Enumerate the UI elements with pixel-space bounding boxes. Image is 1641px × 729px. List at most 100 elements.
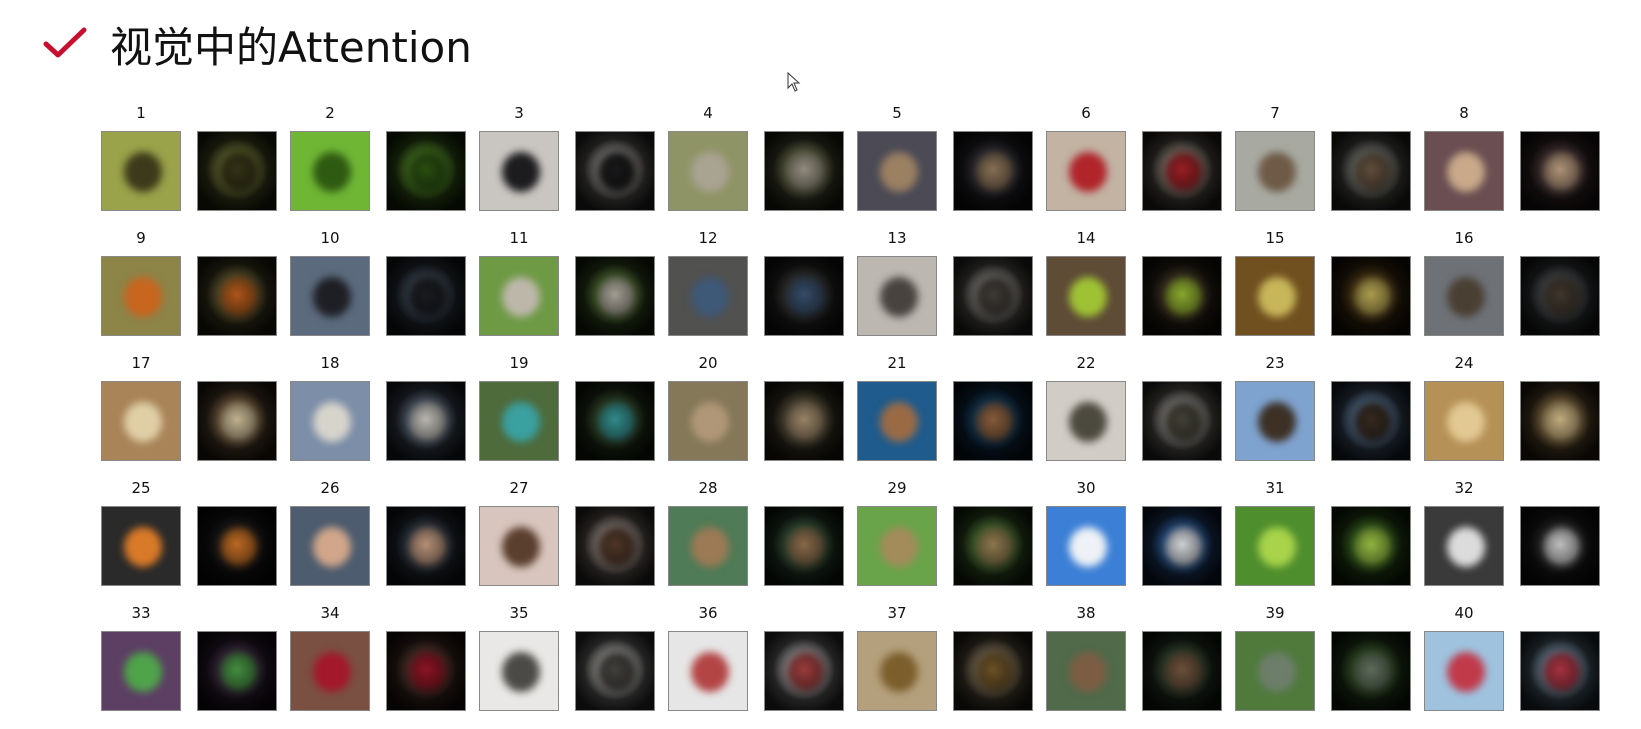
image-pair: 40 (1424, 604, 1600, 729)
original-image (1235, 256, 1315, 336)
attention-map-image (953, 506, 1033, 586)
attention-mask (1521, 382, 1599, 460)
attention-map-image (953, 631, 1033, 711)
image-pair: 3 (479, 104, 655, 229)
attention-mask (198, 632, 276, 710)
attention-mask (954, 632, 1032, 710)
attention-mask (1143, 632, 1221, 710)
image-pair: 12 (668, 229, 844, 354)
attention-mask (765, 132, 843, 210)
subject-shape (1069, 652, 1107, 692)
image-pair: 39 (1235, 604, 1411, 729)
image-index-label: 13 (887, 229, 907, 247)
attention-map-image (1331, 381, 1411, 461)
attention-mask (1332, 507, 1410, 585)
attention-mask (198, 257, 276, 335)
image-pair: 26 (290, 479, 466, 604)
image-index-label: 26 (320, 479, 340, 497)
attention-map-image (1142, 131, 1222, 211)
original-image (668, 256, 748, 336)
slide-title-bar: 视觉中的Attention (42, 14, 472, 74)
attention-map-image (386, 131, 466, 211)
subject-shape (880, 652, 918, 692)
image-index-label: 18 (320, 354, 340, 372)
attention-map-image (1520, 131, 1600, 211)
subject-shape (502, 527, 540, 567)
original-image (668, 381, 748, 461)
image-index-label: 6 (1081, 104, 1091, 122)
attention-map-image (386, 381, 466, 461)
attention-mask (765, 257, 843, 335)
attention-mask (1143, 132, 1221, 210)
image-pair: 17 (101, 354, 277, 479)
attention-map-image (386, 506, 466, 586)
image-pair: 14 (1046, 229, 1222, 354)
image-index-label: 30 (1076, 479, 1096, 497)
attention-mask (576, 632, 654, 710)
subject-shape (124, 527, 162, 567)
attention-mask (1332, 382, 1410, 460)
attention-mask (198, 132, 276, 210)
image-index-label: 21 (887, 354, 907, 372)
attention-mask (1143, 257, 1221, 335)
image-pair: 18 (290, 354, 466, 479)
figure-row: 17 18 19 20 21 22 23 24 (101, 354, 1606, 479)
original-image (668, 131, 748, 211)
subject-shape (1258, 402, 1296, 442)
image-index-label: 38 (1076, 604, 1096, 622)
image-pair: 36 (668, 604, 844, 729)
image-index-label: 5 (892, 104, 902, 122)
original-image (290, 256, 370, 336)
image-pair: 15 (1235, 229, 1411, 354)
image-index-label: 29 (887, 479, 907, 497)
image-pair: 31 (1235, 479, 1411, 604)
attention-map-image (1331, 256, 1411, 336)
attention-map-image (575, 506, 655, 586)
attention-mask (1332, 632, 1410, 710)
attention-map-image (197, 131, 277, 211)
original-image (290, 381, 370, 461)
attention-map-image (953, 131, 1033, 211)
attention-mask (1521, 507, 1599, 585)
image-index-label: 8 (1459, 104, 1469, 122)
attention-mask (387, 132, 465, 210)
image-pair: 30 (1046, 479, 1222, 604)
attention-map-image (197, 256, 277, 336)
original-image (1046, 256, 1126, 336)
original-image (668, 506, 748, 586)
image-index-label: 39 (1265, 604, 1285, 622)
image-index-label: 23 (1265, 354, 1285, 372)
subject-shape (502, 277, 540, 317)
attention-map-image (1142, 256, 1222, 336)
image-index-label: 22 (1076, 354, 1096, 372)
figure-row: 25 26 27 28 29 30 31 32 (101, 479, 1606, 604)
attention-map-image (1331, 131, 1411, 211)
attention-mask (1143, 382, 1221, 460)
original-image (1424, 131, 1504, 211)
subject-shape (691, 277, 729, 317)
image-pair: 5 (857, 104, 1033, 229)
subject-shape (1447, 652, 1485, 692)
subject-shape (880, 277, 918, 317)
image-pair: 11 (479, 229, 655, 354)
subject-shape (502, 402, 540, 442)
original-image (1424, 631, 1504, 711)
image-index-label: 7 (1270, 104, 1280, 122)
subject-shape (1258, 652, 1296, 692)
attention-map-image (1520, 256, 1600, 336)
image-pair: 24 (1424, 354, 1600, 479)
subject-shape (313, 402, 351, 442)
image-index-label: 40 (1454, 604, 1474, 622)
original-image (1424, 506, 1504, 586)
image-pair: 10 (290, 229, 466, 354)
original-image (1235, 131, 1315, 211)
original-image (857, 631, 937, 711)
image-index-label: 36 (698, 604, 718, 622)
image-pair: 33 (101, 604, 277, 729)
attention-mask (387, 507, 465, 585)
original-image (1424, 256, 1504, 336)
attention-mask (954, 132, 1032, 210)
image-pair: 29 (857, 479, 1033, 604)
image-index-label: 16 (1454, 229, 1474, 247)
attention-map-image (197, 506, 277, 586)
